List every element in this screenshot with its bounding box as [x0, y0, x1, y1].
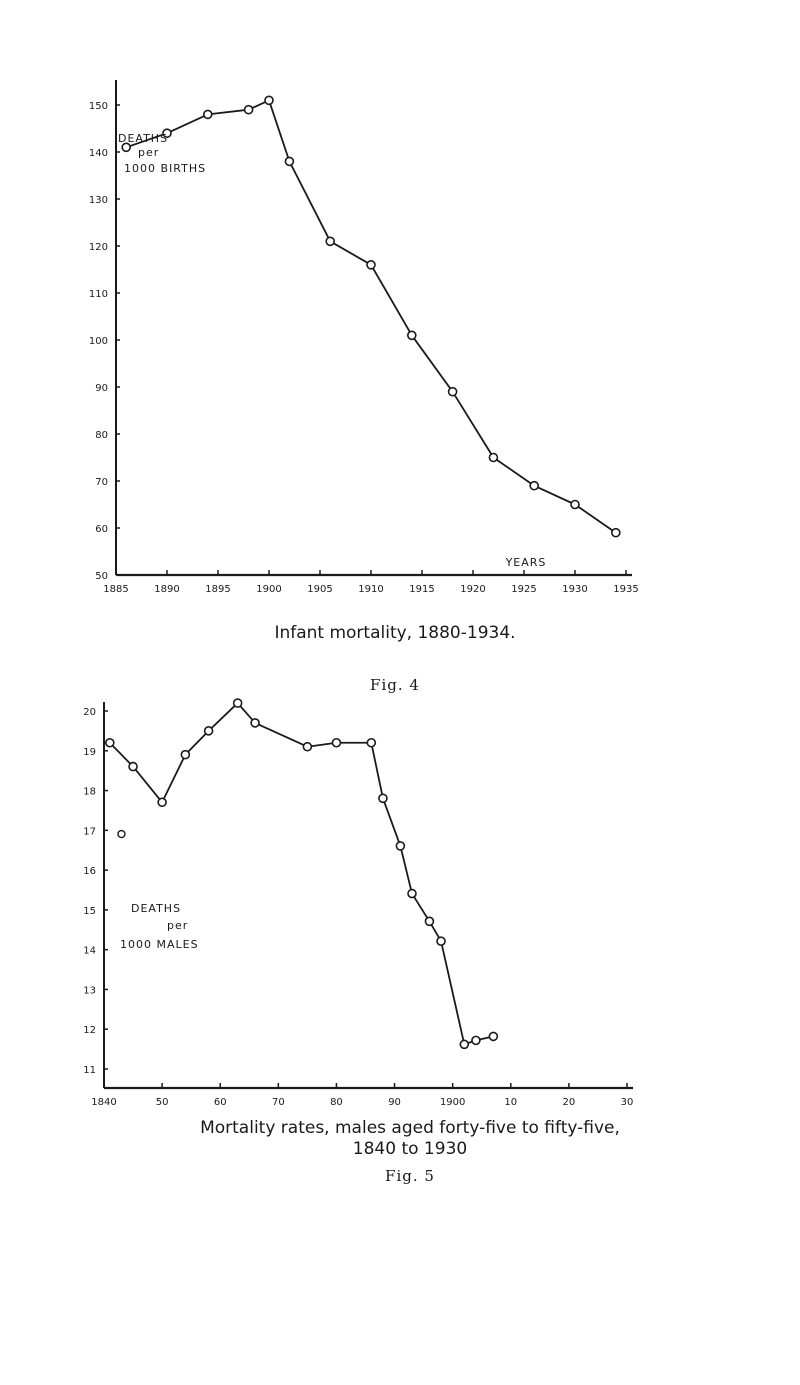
- data-point: [406, 330, 417, 341]
- data-point: [264, 95, 274, 106]
- x-tick-label: 1930: [562, 584, 587, 595]
- data-point: [325, 236, 336, 247]
- y-tick-label: 110: [89, 289, 108, 300]
- x-tick-label: 1840: [91, 1097, 116, 1108]
- y-tick-label: 120: [89, 242, 108, 253]
- inline-label-line: 1000 BIRTHS: [124, 162, 206, 175]
- data-point: [180, 749, 191, 760]
- x-tick-label: 1915: [409, 584, 434, 595]
- x-tick-label: 70: [272, 1097, 285, 1108]
- inline-label-line: DEATHS: [118, 132, 168, 145]
- data-point: [366, 737, 377, 748]
- x-tick-label: 10: [504, 1097, 517, 1108]
- x-tick-label: 50: [156, 1097, 169, 1108]
- y-tick-label: 15: [83, 906, 96, 917]
- y-tick-label: 140: [89, 148, 108, 159]
- y-tick-label: 14: [83, 946, 96, 957]
- figure-label: Fig. 5: [385, 1167, 435, 1185]
- data-point: [424, 916, 435, 927]
- data-point: [610, 527, 621, 538]
- data-point: [570, 499, 580, 510]
- y-tick-label: 17: [83, 826, 96, 837]
- x-tick-label: 1905: [307, 584, 332, 595]
- figure-label: Fig. 4: [370, 676, 420, 694]
- y-tick-label: 12: [83, 1025, 96, 1036]
- x-tick-label: 1900: [256, 584, 281, 595]
- data-point: [284, 156, 295, 167]
- inline-label-line: 1000 MALES: [120, 938, 199, 951]
- y-tick-label: 16: [83, 866, 96, 877]
- series-line: [109, 702, 494, 1046]
- y-tick-label: 80: [95, 430, 108, 441]
- y-tick-label: 70: [95, 477, 108, 488]
- data-point: [203, 726, 214, 736]
- data-point: [105, 737, 115, 748]
- data-point: [471, 1035, 481, 1046]
- data-point: [366, 259, 376, 270]
- data-point: [459, 1039, 470, 1050]
- x-tick-label: 20: [563, 1097, 576, 1108]
- x-tick-label: 1935: [613, 584, 638, 595]
- x-tick-label: 80: [330, 1097, 343, 1108]
- y-tick-label: 11: [83, 1065, 96, 1076]
- data-point: [128, 761, 138, 772]
- data-point: [250, 718, 260, 728]
- y-tick-label: 60: [95, 524, 108, 535]
- y-tick-label: 13: [83, 985, 96, 996]
- inline-label-line: DEATHS: [131, 902, 181, 915]
- chart-caption: Infant mortality, 1880-1934.: [274, 623, 515, 643]
- x-tick-label: 1910: [358, 584, 383, 595]
- y-tick-label: 20: [83, 707, 96, 718]
- data-point: [162, 128, 172, 138]
- x-tick-label: 90: [388, 1097, 401, 1108]
- data-point: [157, 797, 167, 808]
- inline-label-line: per: [138, 146, 159, 159]
- x-tick-label: 1885: [103, 584, 128, 595]
- data-point: [331, 737, 342, 748]
- y-tick-label: 100: [89, 336, 108, 347]
- data-point: [395, 841, 406, 851]
- x-tick-label: 1895: [205, 584, 230, 595]
- y-tick-label: 18: [83, 787, 96, 798]
- x-tick-label: 1925: [511, 584, 536, 595]
- x-tick-label: 1900: [440, 1097, 465, 1108]
- y-tick-label: 150: [89, 101, 108, 112]
- y-tick-label: 50: [95, 571, 108, 582]
- x-tick-label: 1920: [460, 584, 485, 595]
- data-point: [232, 698, 243, 708]
- series-line: [125, 99, 617, 534]
- y-tick-label: 19: [83, 747, 96, 758]
- data-point: [243, 104, 254, 115]
- data-point: [121, 142, 131, 153]
- chart-caption: 1840 to 1930: [353, 1139, 467, 1159]
- x-tick-label: 60: [214, 1097, 227, 1108]
- data-point: [488, 1031, 499, 1042]
- data-point: [436, 936, 446, 946]
- inline-label-line: per: [167, 919, 188, 932]
- chart-infant-mortality: 150 140 130 120 110 100 90 80 70 60 50 1885 1890 1895…: [89, 80, 639, 694]
- y-tick-label: 90: [95, 383, 108, 394]
- data-point: [302, 741, 313, 752]
- data-point: [117, 829, 126, 839]
- data-point: [407, 888, 417, 899]
- data-point: [378, 793, 388, 804]
- x-tick-label: 1890: [154, 584, 179, 595]
- y-tick-label: 130: [89, 195, 108, 206]
- chart-male-mortality: 20 19 18 17 16 15 14 13 12 11 1840 50 60 70 80 90 1900 10…: [83, 698, 634, 1185]
- data-point: [447, 386, 458, 397]
- data-point: [529, 480, 540, 491]
- data-point: [203, 109, 213, 120]
- chart-caption: Mortality rates, males aged forty-five t…: [200, 1118, 620, 1138]
- axis-word-label: YEARS: [505, 556, 547, 569]
- data-point: [488, 452, 499, 463]
- x-tick-label: 30: [621, 1097, 634, 1108]
